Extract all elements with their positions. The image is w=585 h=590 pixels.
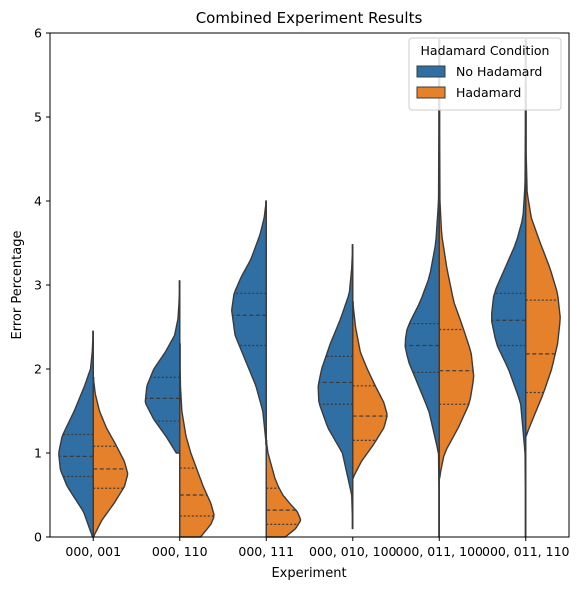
x-tick-label: 000, 011, 100 (396, 544, 484, 559)
violin-no-hadamard-3 (317, 243, 354, 530)
violin-no-hadamard-0 (58, 330, 94, 538)
y-tick-label: 1 (34, 446, 42, 461)
axes-group: 0 1 2 3 4 5 6 000, 001 000, 110 000, 111 000, 010,… (34, 26, 569, 560)
violin-body (179, 343, 215, 538)
violin-body (352, 301, 388, 479)
violin-hadamard-3 (352, 301, 388, 479)
y-tick-label: 4 (34, 194, 42, 209)
x-tick-label: 000, 110 (152, 544, 208, 559)
y-tick-label: 2 (34, 362, 42, 377)
legend-swatch-hadamard (416, 86, 446, 99)
legend-label-hadamard: Hadamard (456, 85, 521, 100)
y-tick-label: 3 (34, 278, 42, 293)
legend: Hadamard Condition No Hadamard Hadamard (408, 37, 562, 111)
violin-body (404, 39, 440, 538)
violin-no-hadamard-4 (404, 39, 440, 538)
violins-group (58, 39, 561, 538)
legend-title: Hadamard Condition (421, 43, 550, 58)
x-tick-label: 000, 001 (65, 544, 121, 559)
violin-body (317, 243, 354, 530)
x-tick-label: 000, 010, 100 (309, 544, 397, 559)
legend-frame (408, 37, 562, 111)
x-axis-label: Experiment (271, 566, 346, 581)
x-tick-label: 000, 111 (238, 544, 294, 559)
y-axis-label: Error Percentage (10, 231, 25, 340)
violin-hadamard-1 (179, 343, 215, 538)
y-tick-label: 6 (34, 26, 42, 41)
violin-hadamard-2 (265, 439, 302, 538)
x-tick-label: 000, 011, 110 (482, 544, 570, 559)
violin-body (231, 200, 267, 446)
violin-body (92, 376, 129, 538)
violin-no-hadamard-5 (491, 39, 527, 538)
legend-swatch-no-hadamard (416, 65, 446, 78)
violin-body (144, 280, 181, 454)
violin-body (491, 39, 527, 538)
legend-label-no-hadamard: No Hadamard (456, 64, 542, 79)
violin-hadamard-0 (92, 376, 129, 538)
y-tick-label: 5 (34, 110, 42, 125)
chart-title: Combined Experiment Results (196, 9, 423, 27)
violin-no-hadamard-2 (231, 200, 267, 446)
y-tick-label: 0 (34, 530, 42, 545)
violin-no-hadamard-1 (144, 280, 181, 454)
